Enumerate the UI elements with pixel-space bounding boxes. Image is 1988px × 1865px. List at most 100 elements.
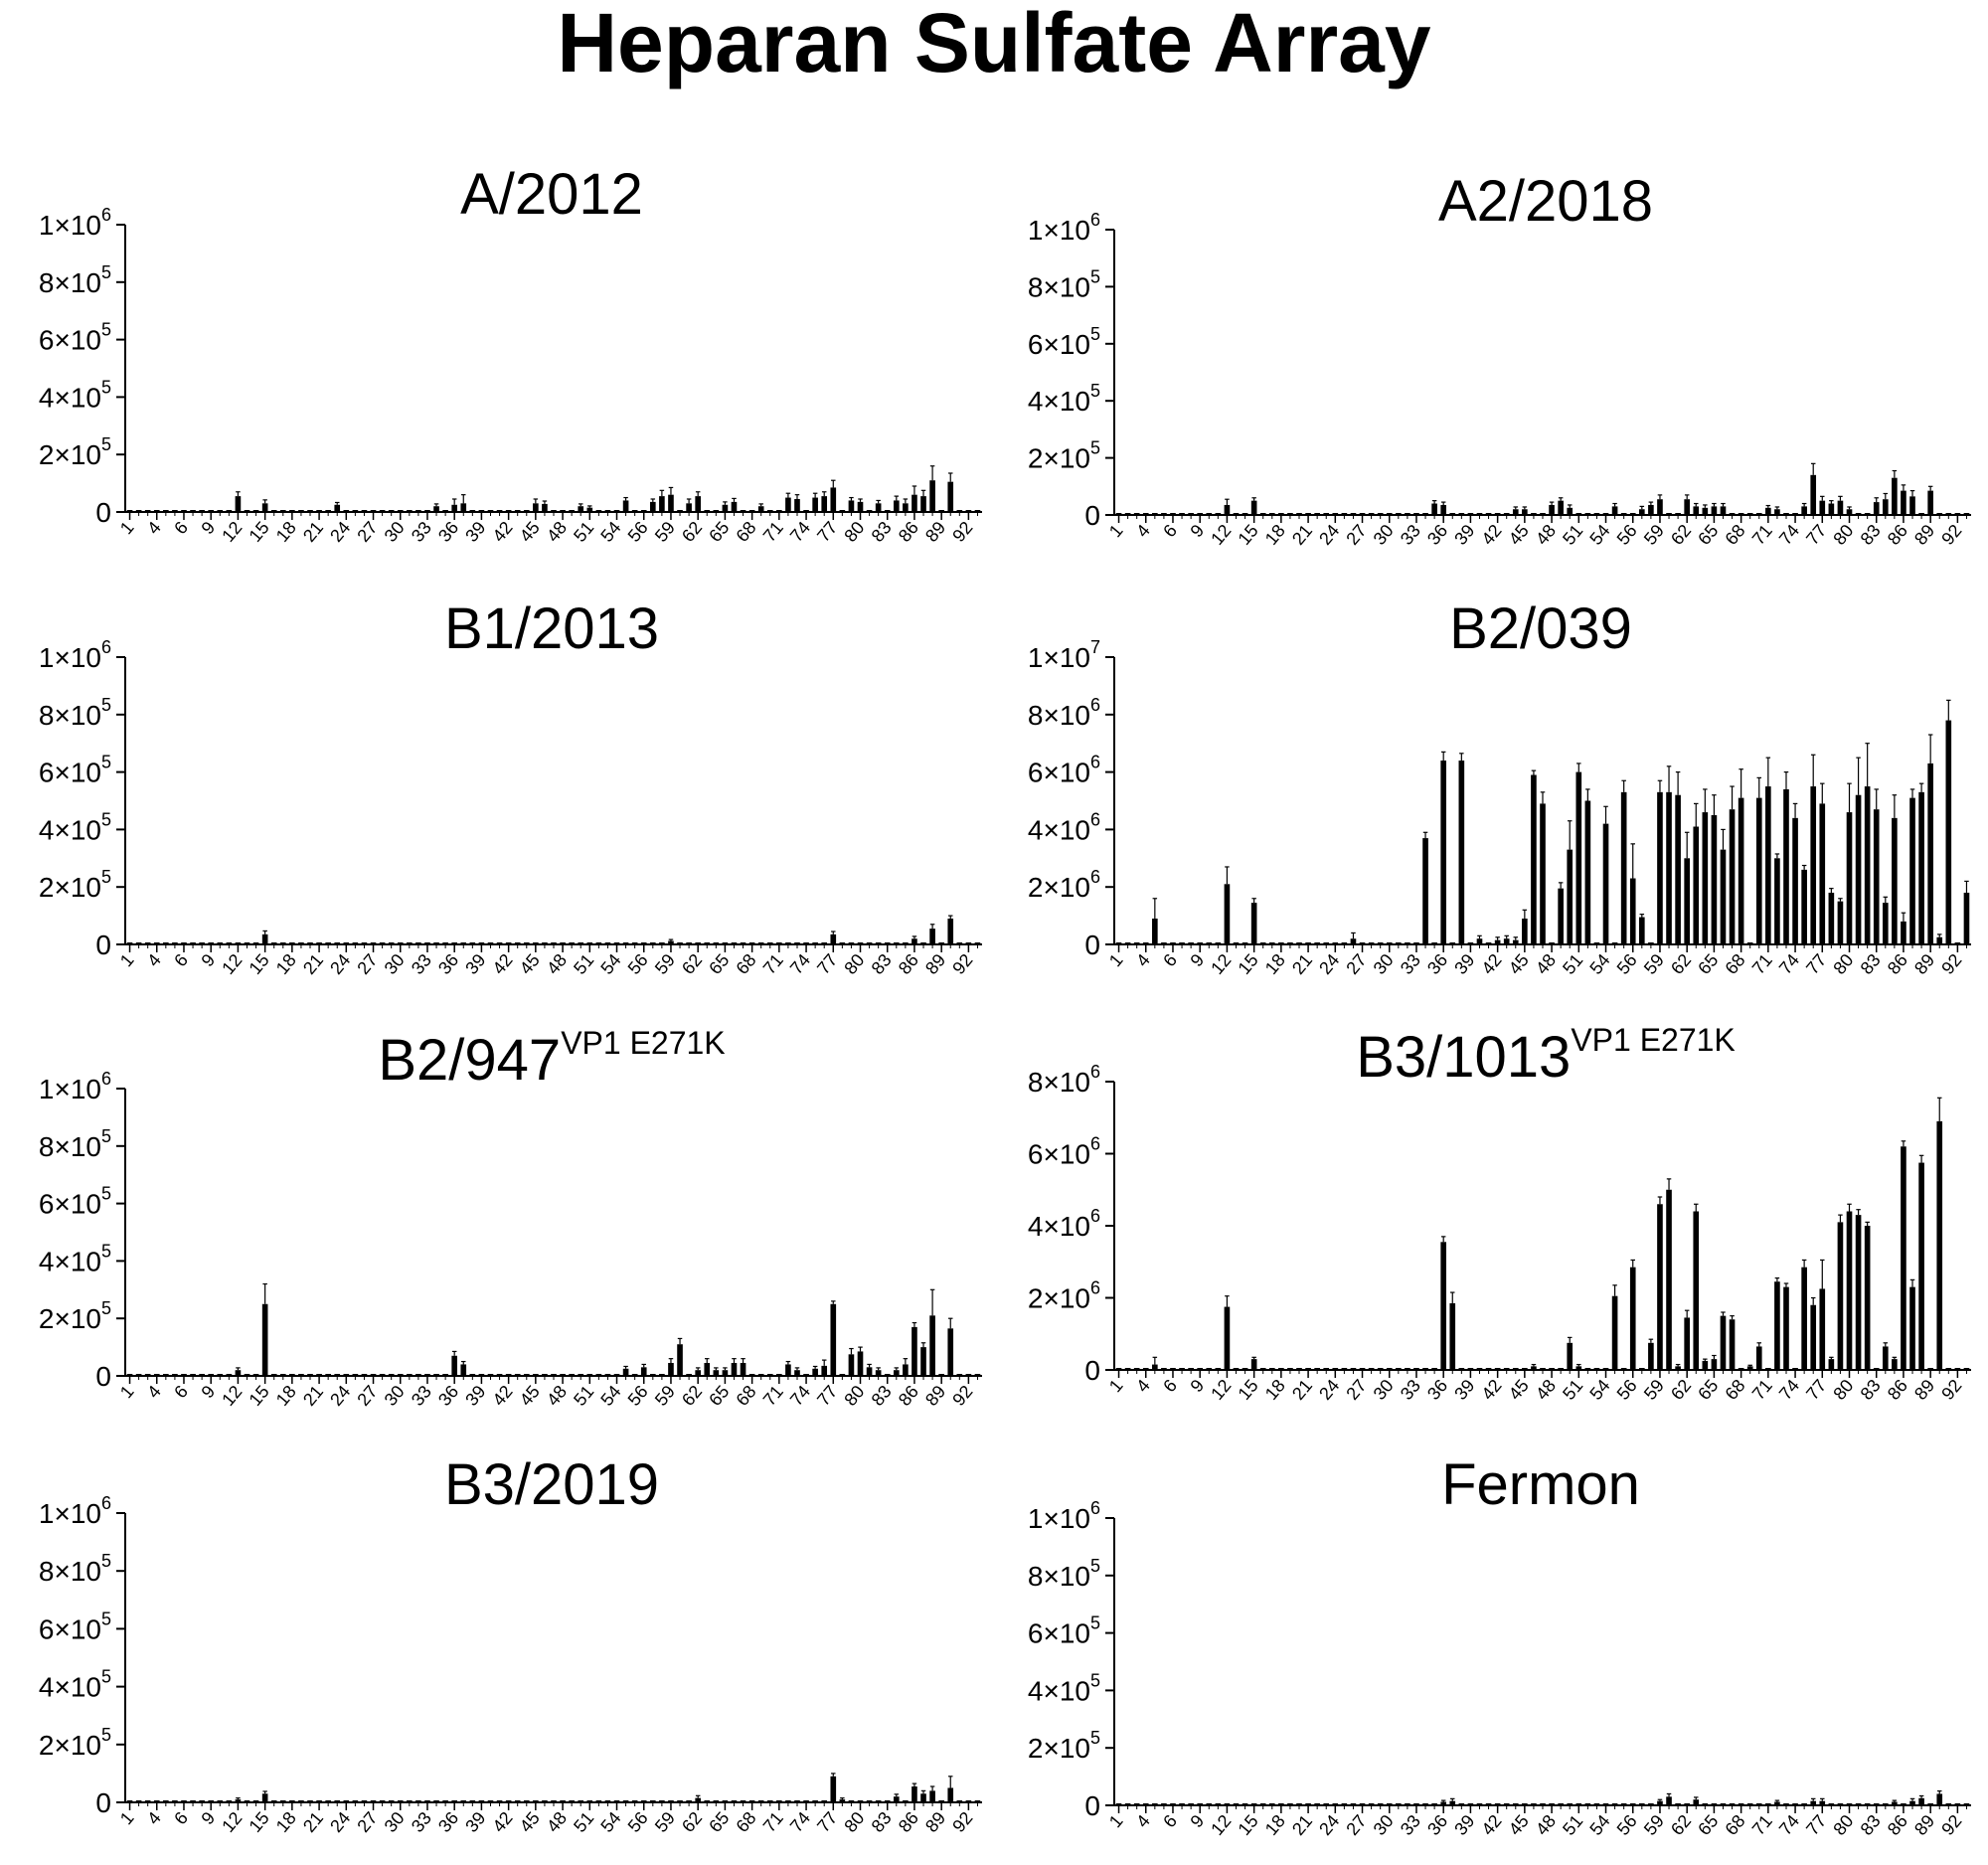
x-tick-label: 89 xyxy=(1910,950,1938,978)
y-tick-exponent: 6 xyxy=(1090,1062,1100,1082)
bar xyxy=(857,501,864,512)
bar-baseline xyxy=(956,942,963,944)
x-tick-label: 33 xyxy=(408,518,435,546)
bar-baseline xyxy=(659,942,665,944)
bar xyxy=(1864,786,1871,944)
chart-panel: B2/947VP1 E271K02×1054×1056×1058×1051×10… xyxy=(39,1025,982,1410)
bar-baseline xyxy=(433,1800,439,1802)
bar xyxy=(848,500,855,512)
x-tick-label: 65 xyxy=(1694,1811,1722,1839)
bar-baseline xyxy=(1332,1368,1339,1370)
bar-baseline xyxy=(659,1800,665,1802)
bar xyxy=(1629,1267,1636,1370)
bar-baseline xyxy=(289,510,295,512)
y-tick-exponent: 5 xyxy=(101,1298,111,1318)
bar-baseline xyxy=(496,510,503,512)
x-tick-label: 92 xyxy=(948,518,976,546)
x-tick-label: 15 xyxy=(1235,521,1262,549)
x-tick-label: 77 xyxy=(1802,950,1830,978)
y-tick-label: 8×105 xyxy=(1028,266,1100,302)
x-tick-label: 92 xyxy=(948,1808,976,1836)
bar-baseline xyxy=(533,1800,539,1802)
bar-baseline xyxy=(153,1800,160,1802)
bar-baseline xyxy=(677,942,683,944)
bar-baseline xyxy=(433,942,439,944)
x-tick-label: 1 xyxy=(1105,950,1127,971)
x-tick-label: 4 xyxy=(1132,1376,1154,1397)
bar xyxy=(1620,791,1627,944)
bar-baseline xyxy=(613,1374,620,1376)
bar-baseline xyxy=(226,1374,233,1376)
x-tick-label: 83 xyxy=(868,1808,896,1836)
bar-baseline xyxy=(208,1800,215,1802)
bar-baseline xyxy=(1503,513,1510,515)
y-tick-label: 6×105 xyxy=(1028,324,1100,360)
bar-baseline xyxy=(1846,1803,1853,1805)
x-tick-label: 62 xyxy=(1667,1376,1695,1404)
y-tick-mantissa: 0 xyxy=(1084,1790,1100,1821)
bar xyxy=(1801,1267,1807,1370)
bar-baseline xyxy=(1377,1803,1384,1805)
bar-baseline xyxy=(1287,513,1293,515)
x-tick-label: 83 xyxy=(868,518,896,546)
bar-baseline xyxy=(325,510,331,512)
bar-baseline xyxy=(1215,1803,1222,1805)
bar-baseline xyxy=(126,942,133,944)
x-tick-label: 36 xyxy=(434,1382,462,1410)
x-tick-label: 92 xyxy=(1937,950,1965,978)
bar-baseline xyxy=(965,1800,972,1802)
y-tick-mantissa: 0 xyxy=(95,1787,111,1818)
bar-baseline xyxy=(542,1374,548,1376)
bar-baseline xyxy=(1179,1368,1185,1370)
bar xyxy=(1666,1796,1672,1805)
y-tick-exponent: 6 xyxy=(1090,867,1100,887)
x-tick-label: 39 xyxy=(1450,950,1478,978)
bar-baseline xyxy=(307,510,313,512)
bar-baseline xyxy=(551,1374,557,1376)
bar-baseline xyxy=(514,1374,521,1376)
bar-baseline xyxy=(1170,1368,1176,1370)
x-tick-label: 27 xyxy=(353,1808,381,1836)
bar-baseline xyxy=(1413,513,1419,515)
x-tick-label: 42 xyxy=(1477,1376,1505,1404)
x-tick-label: 12 xyxy=(218,1808,246,1836)
bar-baseline xyxy=(1170,513,1176,515)
bar xyxy=(731,1362,738,1376)
bar-baseline xyxy=(217,510,224,512)
bar-baseline xyxy=(1268,513,1275,515)
x-tick-label: 68 xyxy=(732,1382,759,1410)
y-tick-exponent: 6 xyxy=(1090,210,1100,230)
y-tick-label: 0 xyxy=(95,1361,111,1392)
bar-baseline xyxy=(298,510,304,512)
x-tick-label: 83 xyxy=(868,950,896,978)
bar-baseline xyxy=(1684,1803,1690,1805)
x-tick-label: 6 xyxy=(1159,1376,1181,1397)
x-tick-label: 80 xyxy=(840,1382,868,1410)
bar-baseline xyxy=(279,510,286,512)
bar xyxy=(1810,786,1817,944)
x-tick-label: 1 xyxy=(1105,1376,1127,1397)
bar xyxy=(1224,1306,1231,1370)
bar-baseline xyxy=(424,1800,430,1802)
bar-baseline xyxy=(649,1374,656,1376)
y-tick-label: 1×107 xyxy=(1028,637,1100,673)
x-tick-label: 45 xyxy=(1505,1811,1533,1839)
bar-baseline xyxy=(1206,1368,1213,1370)
bar-baseline xyxy=(1549,942,1555,944)
y-tick-label: 2×106 xyxy=(1028,1278,1100,1314)
bar-baseline xyxy=(1494,1803,1501,1805)
x-tick-label: 56 xyxy=(624,518,652,546)
x-tick-label: 21 xyxy=(1288,1811,1316,1839)
x-tick-label: 71 xyxy=(1748,1376,1776,1404)
bar xyxy=(433,506,439,512)
bar-baseline xyxy=(1233,1803,1240,1805)
bar-baseline xyxy=(208,1374,215,1376)
y-tick-label: 8×105 xyxy=(39,262,111,298)
bar-baseline xyxy=(370,1800,377,1802)
bar-baseline xyxy=(595,510,602,512)
y-tick-exponent: 5 xyxy=(101,1667,111,1687)
bar-baseline xyxy=(388,1374,395,1376)
figure-title: Heparan Sulfate Array xyxy=(557,0,1430,89)
bar-baseline xyxy=(343,1374,350,1376)
